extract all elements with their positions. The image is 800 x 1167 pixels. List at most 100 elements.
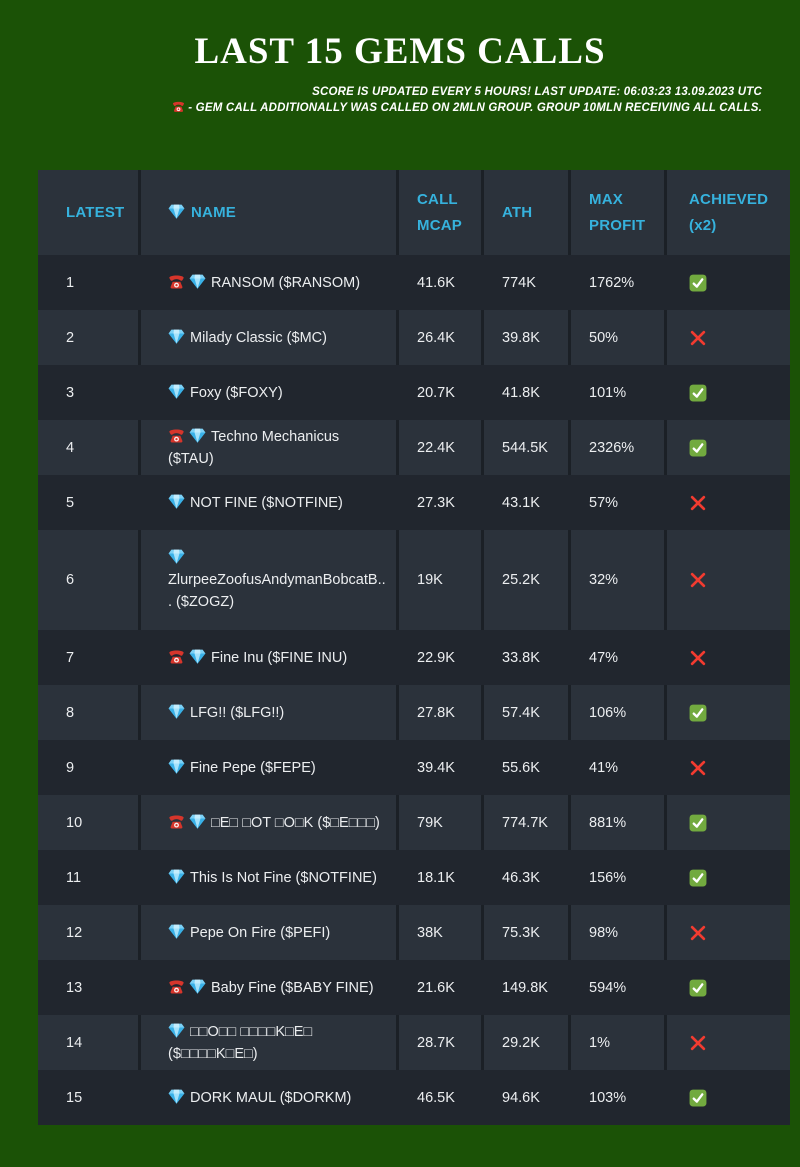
row-rank: 6 bbox=[38, 530, 138, 630]
row-ath: 544.5K bbox=[484, 420, 568, 475]
check-icon bbox=[689, 704, 707, 722]
phone-icon bbox=[172, 100, 185, 113]
table-row: 7 Fine Inu ($FINE INU) 22.9K 33.8K 47% bbox=[38, 630, 790, 685]
row-ath: 29.2K bbox=[484, 1015, 568, 1070]
row-call-mcap: 28.7K bbox=[399, 1015, 481, 1070]
table-row: 15 DORK MAUL ($DORKM) 46.5K 94.6K 103% bbox=[38, 1070, 790, 1125]
row-rank: 12 bbox=[38, 905, 138, 960]
phone-icon bbox=[168, 273, 185, 290]
gem-icon bbox=[168, 703, 185, 720]
token-name: NOT FINE ($NOTFINE) bbox=[190, 494, 343, 511]
row-achieved bbox=[667, 795, 790, 850]
row-rank: 13 bbox=[66, 979, 83, 996]
row-rank: 10 bbox=[38, 795, 138, 850]
row-ath: 774.7K bbox=[484, 795, 568, 850]
row-max-profit: 1% bbox=[571, 1015, 664, 1070]
token-name: Foxy ($FOXY) bbox=[190, 384, 283, 401]
row-call-mcap: 22.4K bbox=[399, 420, 481, 475]
row-ath: 41.8K bbox=[502, 384, 540, 401]
row-achieved bbox=[667, 255, 790, 310]
check-icon bbox=[689, 869, 707, 887]
row-achieved bbox=[667, 740, 790, 795]
gem-icon bbox=[189, 648, 206, 665]
table-row: 4 Techno Mechanicus ($TAU) 22.4K 544.5K … bbox=[38, 420, 790, 475]
row-ath: 774K bbox=[502, 274, 536, 291]
row-max-profit: 594% bbox=[589, 979, 627, 996]
row-call-mcap: 41.6K bbox=[417, 274, 455, 291]
update-notice: SCORE IS UPDATED EVERY 5 HOURS! LAST UPD… bbox=[0, 85, 762, 116]
row-max-profit: 106% bbox=[571, 685, 664, 740]
token-name: Fine Pepe ($FEPE) bbox=[190, 759, 316, 776]
row-max-profit: 47% bbox=[589, 649, 619, 666]
row-ath: 39.8K bbox=[484, 310, 568, 365]
check-icon bbox=[689, 979, 707, 997]
row-call-mcap: 22.9K bbox=[417, 649, 455, 666]
table-row: 3 Foxy ($FOXY) 20.7K 41.8K 101% bbox=[38, 365, 790, 420]
row-rank: 3 bbox=[66, 384, 75, 401]
gem-icon bbox=[189, 978, 206, 995]
row-rank: 15 bbox=[66, 1089, 83, 1106]
gem-icon bbox=[168, 758, 185, 775]
token-name: RANSOM ($RANSOM) bbox=[211, 274, 361, 291]
row-achieved bbox=[667, 850, 790, 905]
row-achieved bbox=[667, 475, 790, 530]
row-call-mcap: 18.1K bbox=[417, 869, 455, 886]
table-row: 1 RANSOM ($RANSOM) 41.6K 774K 1762% bbox=[38, 255, 790, 310]
check-icon bbox=[689, 814, 707, 832]
row-max-profit: 41% bbox=[589, 759, 619, 776]
gem-icon bbox=[189, 273, 206, 290]
row-rank: 2 bbox=[38, 310, 138, 365]
cross-icon bbox=[689, 494, 707, 512]
row-name: RANSOM ($RANSOM) bbox=[141, 255, 396, 310]
row-ath: 75.3K bbox=[484, 905, 568, 960]
row-achieved bbox=[667, 685, 790, 740]
row-ath: 57.4K bbox=[484, 685, 568, 740]
row-rank: 14 bbox=[38, 1015, 138, 1070]
row-max-profit: 1762% bbox=[589, 274, 635, 291]
gem-icon bbox=[168, 923, 185, 940]
token-name: Techno Mechanicus ($TAU) bbox=[168, 428, 340, 467]
row-name: Fine Inu ($FINE INU) bbox=[141, 630, 396, 685]
row-rank: 1 bbox=[66, 274, 75, 291]
table-row: 10 □E□ □OT □O□K ($□E□□□) 79K 774.7K 881% bbox=[38, 795, 790, 850]
gem-icon bbox=[168, 328, 185, 345]
table-row: 13 Baby Fine ($BABY FINE) 21.6K 149.8K 5… bbox=[38, 960, 790, 1015]
row-call-mcap: 21.6K bbox=[417, 979, 455, 996]
header-max-profit: MAX PROFIT bbox=[571, 170, 664, 255]
update-notice-line2: - GEM CALL ADDITIONALLY WAS CALLED ON 2M… bbox=[0, 100, 762, 116]
row-call-mcap: 27.3K bbox=[417, 494, 455, 511]
gem-icon bbox=[168, 203, 185, 220]
row-ath: 25.2K bbox=[484, 530, 568, 630]
row-name: Fine Pepe ($FEPE) bbox=[141, 740, 396, 795]
header-ath: ATH bbox=[484, 170, 568, 255]
header-call-mcap: CALL MCAP bbox=[399, 170, 481, 255]
row-max-profit: 156% bbox=[589, 869, 627, 886]
row-name: This Is Not Fine ($NOTFINE) bbox=[141, 850, 396, 905]
cross-icon bbox=[689, 1034, 707, 1052]
table-body: 1 RANSOM ($RANSOM) 41.6K 774K 1762% 2 Mi… bbox=[38, 255, 790, 1125]
cross-icon bbox=[689, 759, 707, 777]
cross-icon bbox=[689, 924, 707, 942]
header-name-label: NAME bbox=[191, 203, 236, 221]
gem-icon bbox=[168, 1088, 185, 1105]
row-max-profit: 101% bbox=[589, 384, 627, 401]
table-row: 6 ZlurpeeZoofusAndymanBobcatB... ($ZOGZ)… bbox=[38, 530, 790, 630]
row-name: NOT FINE ($NOTFINE) bbox=[141, 475, 396, 530]
cross-icon bbox=[689, 571, 707, 589]
gem-icon bbox=[168, 1022, 185, 1039]
table-row: 8 LFG!! ($LFG!!) 27.8K 57.4K 106% bbox=[38, 685, 790, 740]
row-max-profit: 881% bbox=[571, 795, 664, 850]
row-name: Techno Mechanicus ($TAU) bbox=[141, 420, 396, 475]
check-icon bbox=[689, 1089, 707, 1107]
page: { "title": "LAST 15 GEMS CALLS", "subtit… bbox=[0, 30, 800, 1167]
token-name: Baby Fine ($BABY FINE) bbox=[211, 979, 374, 996]
row-name: Pepe On Fire ($PEFI) bbox=[141, 905, 396, 960]
row-name: Baby Fine ($BABY FINE) bbox=[141, 960, 396, 1015]
gem-icon bbox=[168, 493, 185, 510]
row-name: DORK MAUL ($DORKM) bbox=[141, 1070, 396, 1125]
row-ath: 94.6K bbox=[502, 1089, 540, 1106]
page-title: LAST 15 GEMS CALLS bbox=[194, 31, 606, 72]
row-call-mcap: 26.4K bbox=[399, 310, 481, 365]
row-rank: 7 bbox=[66, 649, 75, 666]
row-name: ZlurpeeZoofusAndymanBobcatB... ($ZOGZ) bbox=[141, 530, 396, 630]
